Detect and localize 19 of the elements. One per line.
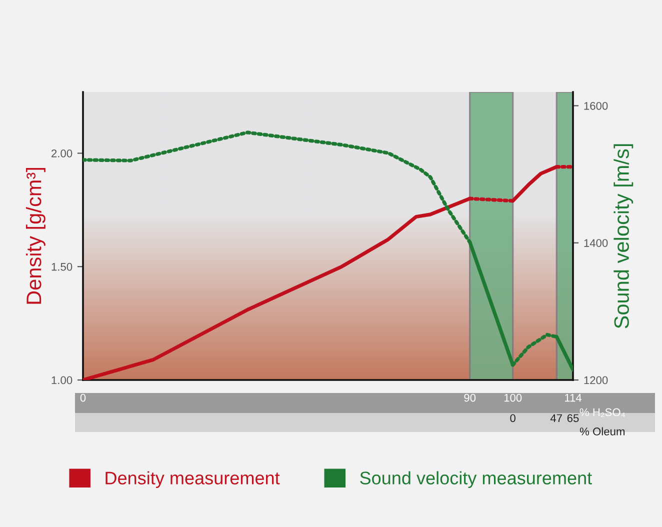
y2-axis-title: Sound velocity [m/s] <box>614 144 634 328</box>
x-tick-label: 90 <box>464 394 476 402</box>
y2-tick-label: 1600 <box>584 102 608 110</box>
x2-axis-title: % Oleum <box>580 427 625 436</box>
y2-tick-label: 1200 <box>584 376 608 384</box>
x2-tick-label: 65 <box>567 414 579 422</box>
x-tick-label: 0 <box>80 394 86 402</box>
legend-label: Density measurement <box>106 471 280 488</box>
y-axis-title: Density [g/cm³] <box>26 168 46 304</box>
x2-tick-label: 0 <box>510 414 516 422</box>
y-tick-label: 1.00 <box>52 376 72 384</box>
x-tick-label: 100 <box>504 394 522 402</box>
y2-tick-label: 1400 <box>584 239 608 247</box>
x-axis-title: % H₂SO₄ <box>580 408 625 417</box>
x-tick-label: 114 <box>564 394 582 402</box>
y-tick-label: 1.50 <box>52 262 72 271</box>
y-tick-label: 2.00 <box>52 149 72 158</box>
x2-tick-label: 47 <box>550 414 562 422</box>
legend-label: Sound velocity measurement <box>360 471 592 488</box>
